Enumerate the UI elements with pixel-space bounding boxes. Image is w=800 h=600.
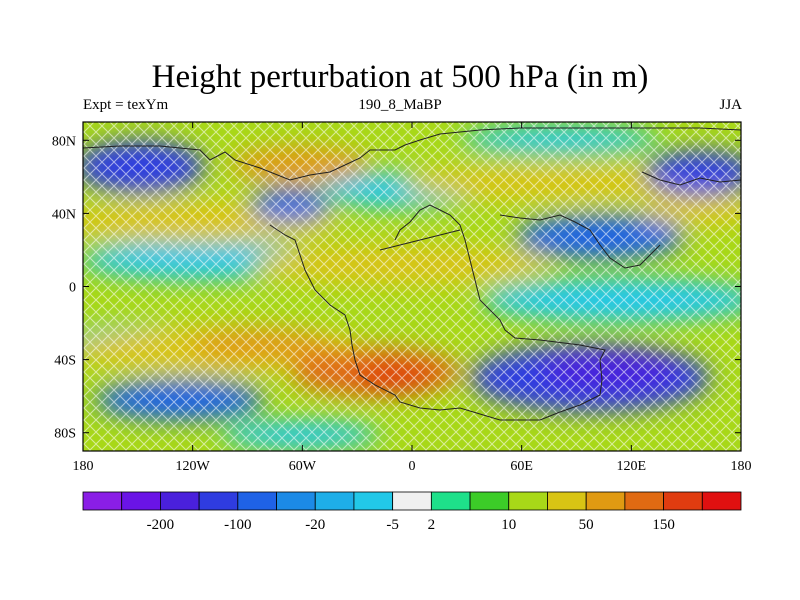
x-tick-label: 120W	[176, 459, 211, 474]
colorbar-box	[624, 491, 664, 511]
colorbar-label: 50	[579, 517, 594, 533]
colorbar-box	[237, 491, 277, 511]
colorbar-box	[430, 491, 471, 511]
colorbar-box	[314, 491, 355, 511]
x-tick-label: 0	[409, 459, 416, 474]
colorbar-label: -20	[305, 517, 325, 533]
period-label: 190_8_MaBP	[358, 97, 442, 113]
colorbar-box	[198, 491, 239, 511]
colorbar-box	[160, 491, 200, 511]
plot-title: Height perturbation at 500 hPa (in m)	[151, 59, 649, 95]
colorbar-box	[392, 491, 432, 511]
colorbar-box	[547, 491, 587, 511]
longitude-labels: 180 120W 60W 0 60E 120E 180	[73, 459, 752, 474]
y-tick-label: 40S	[54, 354, 76, 369]
colorbar-labels: -200 -100 -20 -5 2 10 50 150	[147, 517, 675, 533]
contour-field	[83, 122, 741, 451]
colorbar-label: -200	[147, 517, 175, 533]
y-tick-label: 0	[69, 281, 76, 296]
x-tick-label: 60W	[289, 459, 317, 474]
colorbar-box	[585, 491, 626, 511]
colorbar-label: -100	[224, 517, 252, 533]
experiment-label: Expt = texYm	[83, 97, 169, 113]
season-label: JJA	[719, 97, 742, 113]
colorbar-box	[353, 491, 394, 511]
x-tick-label: 180	[731, 459, 752, 474]
x-tick-label: 180	[73, 459, 94, 474]
y-tick-label: 40N	[52, 207, 76, 222]
colorbar-box	[663, 491, 703, 511]
colorbar-box	[508, 491, 548, 511]
y-tick-label: 80S	[54, 427, 76, 442]
y-tick-label: 80N	[52, 134, 76, 149]
latitude-labels: 80N 40N 0 40S 80S	[52, 134, 76, 441]
colorbar-box	[82, 491, 123, 511]
colorbar-label: 2	[428, 517, 436, 533]
colorbar-label: -5	[386, 517, 399, 533]
axis-ticks	[82, 122, 742, 451]
colorbar-box	[469, 491, 510, 511]
colorbar-box	[276, 491, 316, 511]
x-tick-label: 60E	[510, 459, 533, 474]
colorbar-box	[701, 491, 742, 511]
colorbar-label: 10	[501, 517, 516, 533]
colorbar-box	[121, 491, 161, 511]
x-tick-label: 120E	[617, 459, 647, 474]
coastlines	[83, 127, 741, 421]
colorbar-label: 150	[652, 517, 675, 533]
colorbar	[82, 491, 742, 511]
